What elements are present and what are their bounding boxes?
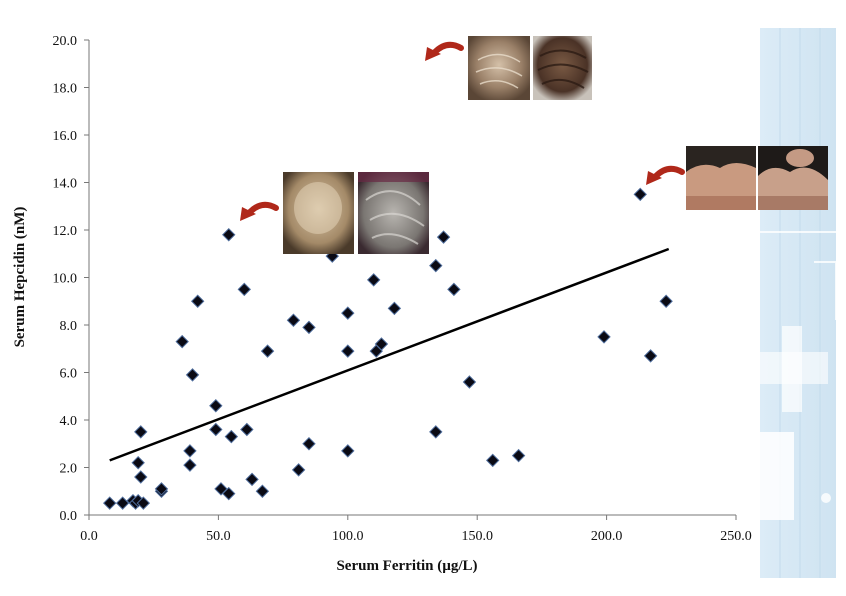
- data-point: [131, 456, 145, 470]
- data-point: [366, 273, 381, 287]
- data-point: [134, 470, 148, 484]
- x-axis-title: Serum Ferritin (µg/L): [336, 558, 477, 574]
- data-point: [633, 187, 647, 202]
- x-tick-label: 150.0: [461, 529, 493, 544]
- data-point: [659, 294, 673, 308]
- x-axis-ticks: 0.0 50.0 100.0 150.0 200.0 250.0: [80, 515, 752, 544]
- decorative-side-panel: [760, 28, 837, 578]
- y-tick-label: 18.0: [53, 82, 78, 97]
- y-axis-title: Serum Hepcidin (nM): [12, 207, 28, 348]
- annotation-arrow-2: [425, 41, 464, 61]
- data-point: [286, 313, 301, 327]
- data-point: [237, 282, 251, 297]
- trendline: [109, 247, 670, 462]
- data-point: [190, 294, 205, 308]
- data-point: [222, 486, 236, 501]
- data-point: [302, 320, 316, 335]
- y-tick-label: 8.0: [60, 319, 78, 334]
- data-point: [209, 399, 223, 413]
- data-point: [302, 437, 316, 451]
- data-point: [387, 301, 402, 316]
- data-point: [175, 334, 189, 349]
- y-tick-label: 16.0: [53, 129, 78, 144]
- x-tick-label: 100.0: [332, 529, 364, 544]
- data-point: [115, 496, 130, 510]
- y-tick-label: 2.0: [60, 462, 78, 477]
- y-tick-label: 0.0: [60, 509, 78, 524]
- data-point: [341, 306, 355, 320]
- data-point: [102, 496, 117, 510]
- data-point: [341, 344, 355, 358]
- y-tick-label: 4.0: [60, 414, 78, 429]
- x-tick-label: 0.0: [80, 529, 98, 544]
- x-tick-label: 200.0: [591, 529, 623, 544]
- data-point: [183, 458, 197, 472]
- x-tick-label: 50.0: [206, 529, 231, 544]
- data-point: [209, 422, 223, 437]
- data-point: [597, 330, 611, 344]
- data-point: [255, 484, 270, 498]
- y-axis-ticks: 0.0 2.0 4.0 6.0 8.0 10.0 12.0 14.0 16.0 18.0 20.0: [53, 34, 89, 524]
- data-point: [222, 228, 236, 242]
- data-points: [102, 187, 673, 510]
- data-point: [341, 444, 355, 458]
- data-point: [436, 230, 451, 244]
- y-tick-label: 10.0: [53, 272, 78, 287]
- data-point: [291, 463, 306, 477]
- hairline-photo-pair: [686, 146, 828, 210]
- y-tick-label: 6.0: [60, 367, 78, 382]
- data-point: [154, 482, 169, 496]
- data-point: [245, 472, 259, 487]
- axes: [88, 40, 736, 516]
- y-tick-label: 20.0: [53, 34, 78, 49]
- data-point: [224, 429, 239, 444]
- data-point: [240, 422, 254, 437]
- data-point: [486, 453, 500, 468]
- data-point: [462, 375, 477, 389]
- annotation-arrow-3: [646, 165, 685, 185]
- annotation-arrow-1: [240, 201, 279, 221]
- x-tick-label: 250.0: [720, 529, 752, 544]
- y-tick-label: 14.0: [53, 177, 78, 192]
- scalp-photo-pair-1: [283, 172, 429, 254]
- data-point: [136, 496, 151, 510]
- data-point: [643, 349, 658, 363]
- data-point: [429, 425, 443, 439]
- data-point: [447, 282, 461, 297]
- data-point: [185, 368, 200, 382]
- data-point: [260, 344, 275, 358]
- data-point: [374, 337, 389, 351]
- scalp-photo-pair-2: [468, 36, 592, 100]
- data-point: [134, 425, 148, 439]
- data-point: [511, 448, 526, 463]
- data-point: [429, 258, 443, 273]
- data-point: [183, 444, 197, 458]
- y-tick-label: 12.0: [53, 224, 78, 239]
